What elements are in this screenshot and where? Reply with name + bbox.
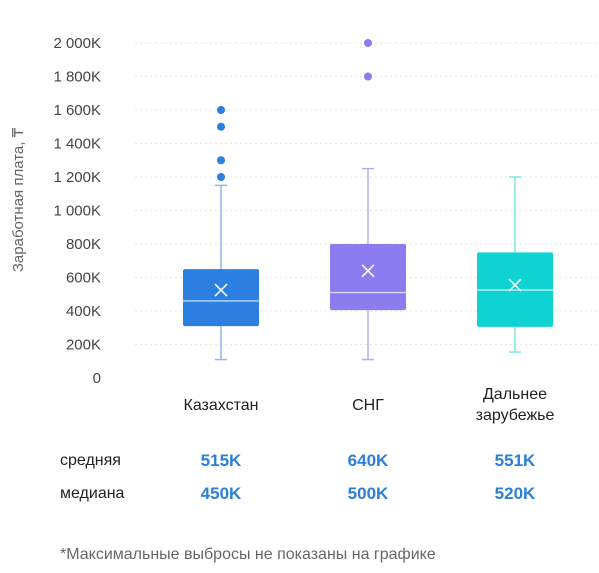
y-tick-label: 1 400K xyxy=(53,136,101,153)
y-axis-ticks: 0 200K 400K 600K 800K 1 000K 1 200K 1 400K 1 600… xyxy=(53,35,101,387)
y-tick-label: 800K xyxy=(66,236,101,253)
mean-value-abroad: 551K xyxy=(494,451,536,470)
median-value-cis: 500K xyxy=(347,484,389,503)
y-tick-label: 1 600K xyxy=(53,102,101,119)
outlier-point xyxy=(364,39,372,47)
y-axis-label: Заработная плата, ₸ xyxy=(10,127,27,272)
category-label-line: Дальнее xyxy=(483,386,547,403)
mean-value-cis: 640K xyxy=(347,451,389,470)
category-label-line: зарубежье xyxy=(476,407,555,424)
footnote: *Максимальные выбросы не показаны на гра… xyxy=(60,546,436,563)
box-2 xyxy=(477,176,553,353)
mean-row-label: средняя xyxy=(60,452,121,469)
median-value-abroad: 520K xyxy=(494,484,536,503)
y-tick-label: 600K xyxy=(66,270,101,287)
y-tick-label: 400K xyxy=(66,303,101,320)
y-tick-label: 1 800K xyxy=(53,69,101,86)
category-label: Казахстан xyxy=(184,397,259,414)
category-label: Дальнее зарубежье xyxy=(476,386,555,424)
y-tick-label: 200K xyxy=(66,337,101,354)
mean-marker xyxy=(508,278,522,292)
outlier-point xyxy=(217,156,225,165)
outlier-point xyxy=(217,173,225,181)
y-tick-label: 1 000K xyxy=(53,203,101,220)
median-value-kazakhstan: 450K xyxy=(200,484,242,503)
mean-marker xyxy=(361,264,375,278)
y-tick-label: 2 000K xyxy=(53,35,101,52)
outlier-point xyxy=(217,122,225,131)
outlier-point xyxy=(217,106,225,114)
mean-marker xyxy=(214,283,228,297)
box-body xyxy=(330,244,406,311)
box-series xyxy=(183,39,553,361)
box-0 xyxy=(183,106,259,361)
y-tick-label: 0 xyxy=(93,370,101,387)
mean-value-kazakhstan: 515K xyxy=(200,451,242,470)
x-axis-categories: Казахстан СНГ Дальнее зарубежье xyxy=(184,386,555,424)
median-row-label: медиана xyxy=(60,485,125,502)
box-body xyxy=(183,269,259,327)
y-tick-label: 1 200K xyxy=(53,169,101,186)
box-1 xyxy=(330,39,406,361)
outlier-point xyxy=(364,72,372,81)
box-plot-chart: 0 200K 400K 600K 800K 1 000K 1 200K 1 400K 1 600… xyxy=(10,35,598,424)
category-label: СНГ xyxy=(352,397,384,414)
